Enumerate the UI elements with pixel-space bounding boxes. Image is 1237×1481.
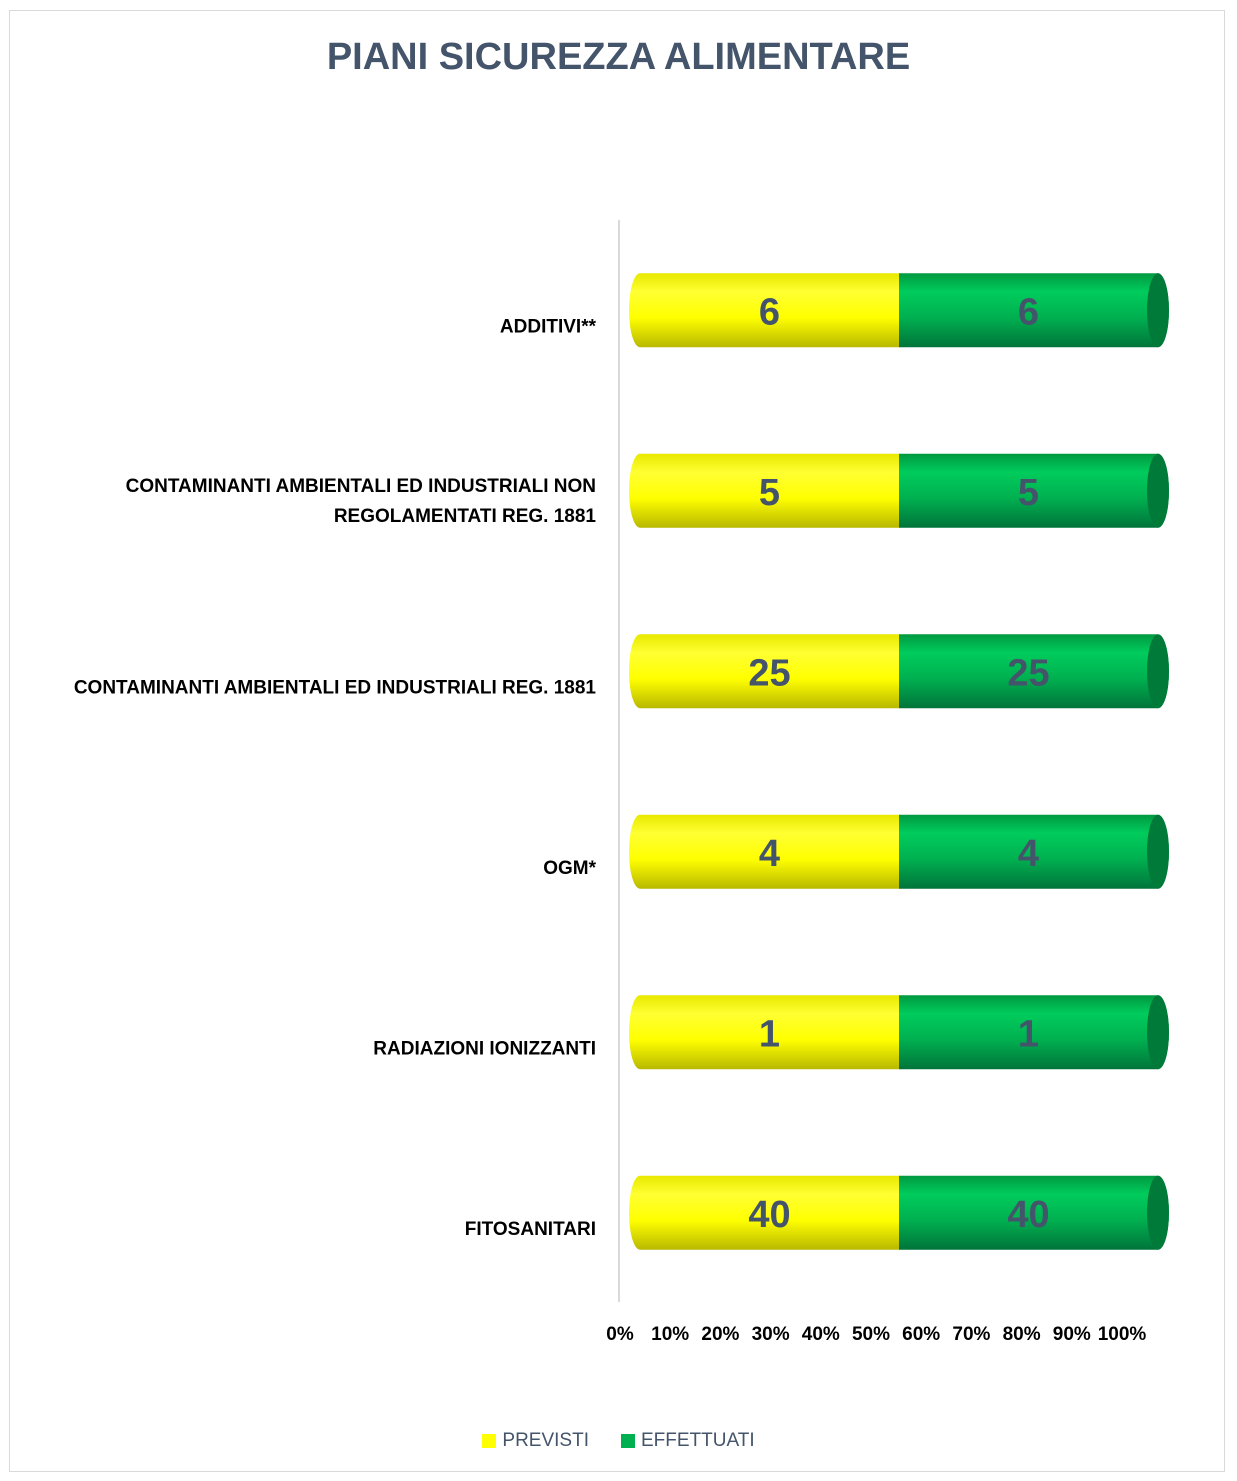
bar-effettuati-radiazioni-ionizzanti: [899, 995, 1169, 1070]
bar-previsti-ogm: [629, 814, 910, 889]
data-label-previsti-radiazioni-ionizzanti: 1: [759, 1013, 780, 1055]
category-label-radiazioni-ionizzanti-1: RADIAZIONI IONIZZANTI: [373, 1038, 596, 1059]
bar-cap-additivi: [1147, 273, 1169, 348]
x-tick-30-3: 30%: [752, 1324, 790, 1345]
category-label-contaminanti-ambientali-ed-industriali-reg-1881-1: CONTAMINANTI AMBIENTALI ED INDUSTRIALI R…: [74, 677, 597, 698]
category-label-fitosanitari-1: FITOSANITARI: [465, 1219, 596, 1240]
data-label-effettuati-contaminanti-ambientali-ed-industriali-reg-1881: 25: [1007, 652, 1049, 694]
data-label-previsti-additivi: 6: [759, 291, 780, 333]
x-tick-20-2: 20%: [701, 1324, 739, 1345]
data-label-previsti-fitosanitari: 40: [748, 1194, 790, 1236]
x-tick-50-5: 50%: [852, 1324, 890, 1345]
legend-swatch-previsti: [482, 1434, 497, 1448]
bar-previsti-radiazioni-ionizzanti: [629, 995, 910, 1070]
bar-effettuati-ogm: [899, 814, 1169, 889]
x-tick-70-7: 70%: [952, 1324, 990, 1345]
x-tick-40-4: 40%: [802, 1324, 840, 1345]
bar-previsti-fitosanitari: [629, 1175, 910, 1250]
bar-cap-fitosanitari: [1147, 1175, 1169, 1250]
data-label-effettuati-ogm: 4: [1018, 833, 1039, 875]
data-label-effettuati-additivi: 6: [1018, 291, 1039, 333]
category-label-additivi-1: ADDITIVI**: [500, 316, 597, 337]
x-tick-90-9: 90%: [1053, 1324, 1091, 1345]
bar-cap-contaminanti-ambientali-ed-industriali-reg-1881: [1147, 634, 1169, 709]
chart-title: PIANI SICUREZZA ALIMENTARE: [326, 36, 911, 78]
x-tick-100-10: 100%: [1098, 1324, 1147, 1345]
bar-previsti-contaminanti-ambientali-ed-industriali-non-regolamentati-reg-1881: [629, 453, 910, 528]
x-tick-0-0: 0%: [606, 1324, 634, 1345]
legend-label-effettuati: EFFETTUATI: [640, 1430, 755, 1451]
bar-effettuati-fitosanitari: [899, 1175, 1169, 1250]
bar-previsti-additivi: [629, 273, 910, 348]
category-label-contaminanti-ambientali-ed-industriali-non-regolamentati-reg-1881-2: REGOLAMENTATI REG. 1881: [334, 506, 597, 527]
legend-label-previsti: PREVISTI: [502, 1430, 589, 1451]
x-tick-80-8: 80%: [1003, 1324, 1041, 1345]
bar-effettuati-contaminanti-ambientali-ed-industriali-reg-1881: [899, 634, 1169, 709]
bar-cap-ogm: [1147, 814, 1169, 889]
data-label-effettuati-contaminanti-ambientali-ed-industriali-non-regolamentati-reg-1881: 5: [1018, 472, 1039, 514]
data-label-previsti-contaminanti-ambientali-ed-industriali-non-regolamentati-reg-1881: 5: [759, 472, 780, 514]
category-label-ogm-1: OGM*: [543, 858, 596, 879]
bar-cap-radiazioni-ionizzanti: [1147, 995, 1169, 1070]
bar-effettuati-additivi: [899, 273, 1169, 348]
legend: PREVISTI EFFETTUATI: [0, 1430, 1237, 1452]
data-label-previsti-ogm: 4: [759, 833, 780, 875]
data-label-effettuati-radiazioni-ionizzanti: 1: [1018, 1013, 1039, 1055]
x-tick-60-6: 60%: [902, 1324, 940, 1345]
category-label-contaminanti-ambientali-ed-industriali-non-regolamentati-reg-1881-1: CONTAMINANTI AMBIENTALI ED INDUSTRIALI N…: [126, 476, 596, 497]
legend-swatch-effettuati: [620, 1434, 635, 1448]
bar-effettuati-contaminanti-ambientali-ed-industriali-non-regolamentati-reg-1881: [899, 453, 1169, 528]
data-label-effettuati-fitosanitari: 40: [1007, 1194, 1049, 1236]
legend-item-previsti: PREVISTI: [482, 1430, 589, 1452]
legend-item-effettuati: EFFETTUATI: [620, 1430, 755, 1452]
bar-previsti-contaminanti-ambientali-ed-industriali-reg-1881: [629, 634, 910, 709]
bar-cap-contaminanti-ambientali-ed-industriali-non-regolamentati-reg-1881: [1147, 453, 1169, 528]
x-tick-10-1: 10%: [651, 1324, 689, 1345]
data-label-previsti-contaminanti-ambientali-ed-industriali-reg-1881: 25: [748, 652, 790, 694]
